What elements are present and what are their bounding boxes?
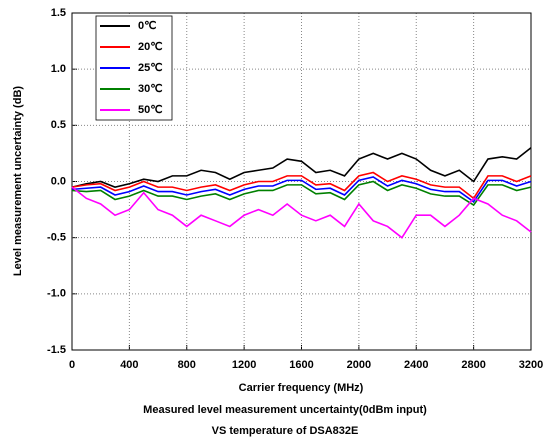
legend-label: 20℃ <box>138 41 163 53</box>
y-tick-label: 0.5 <box>51 119 66 131</box>
x-tick-label: 1200 <box>232 359 256 371</box>
series-line <box>71 171 532 200</box>
x-tick-label: 400 <box>120 359 138 371</box>
series-line <box>71 180 532 207</box>
x-tick-label: 2400 <box>404 359 428 371</box>
x-tick-label: 3200 <box>519 359 543 371</box>
x-tick-label: 1600 <box>289 359 313 371</box>
series-line <box>71 186 532 239</box>
y-tick-label: 1.0 <box>51 63 66 75</box>
x-axis-label: Carrier frequency (MHz) <box>239 382 364 394</box>
x-tick-label: 2800 <box>461 359 485 371</box>
y-tick-label: -0.5 <box>47 232 66 244</box>
series-line <box>71 147 532 188</box>
legend-label: 50℃ <box>138 104 163 116</box>
y-tick-label: 1.5 <box>51 7 66 19</box>
y-tick-label: 0.0 <box>51 175 66 187</box>
chart-subtitle: VS temperature of DSA832E <box>212 425 359 437</box>
x-tick-label: 0 <box>69 359 75 371</box>
x-tick-label: 800 <box>178 359 196 371</box>
legend-label: 30℃ <box>138 83 163 95</box>
y-axis-label: Level measurement uncertainty (dB) <box>12 86 24 276</box>
y-tick-label: -1.0 <box>47 288 66 300</box>
series-line <box>71 176 532 203</box>
y-tick-label: -1.5 <box>47 344 66 356</box>
chart-title: Measured level measurement uncertainty(0… <box>143 404 427 416</box>
legend-label: 0℃ <box>138 20 156 32</box>
legend-label: 25℃ <box>138 62 163 74</box>
x-tick-label: 2000 <box>347 359 371 371</box>
